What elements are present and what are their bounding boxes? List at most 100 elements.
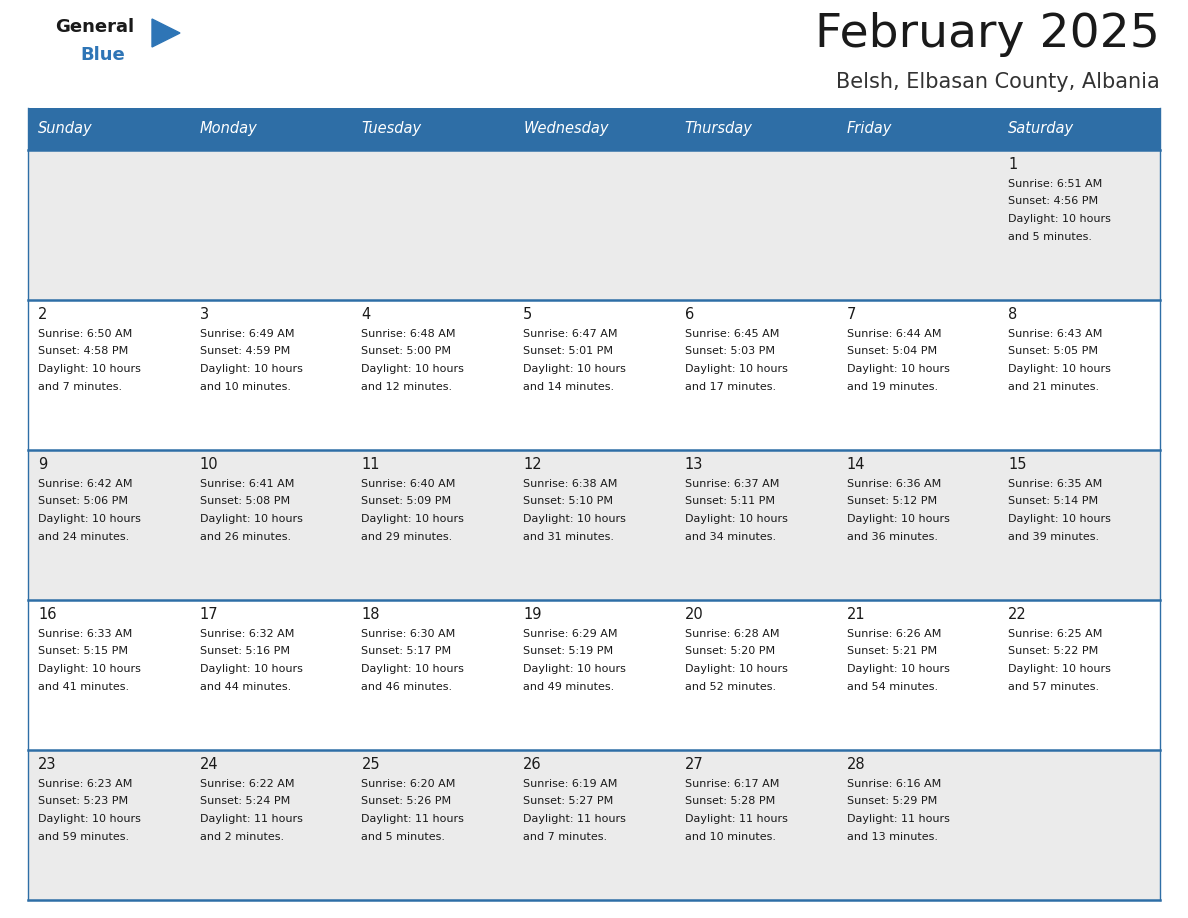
Text: Sunset: 5:19 PM: Sunset: 5:19 PM <box>523 646 613 656</box>
Text: Sunset: 5:04 PM: Sunset: 5:04 PM <box>847 346 936 356</box>
Text: and 7 minutes.: and 7 minutes. <box>38 382 122 391</box>
Text: Sunset: 5:17 PM: Sunset: 5:17 PM <box>361 646 451 656</box>
Bar <box>352 108 513 150</box>
Text: Sunset: 5:26 PM: Sunset: 5:26 PM <box>361 797 451 807</box>
Text: Daylight: 10 hours: Daylight: 10 hours <box>684 514 788 524</box>
Text: 3: 3 <box>200 307 209 322</box>
Text: Sunset: 5:14 PM: Sunset: 5:14 PM <box>1009 497 1099 507</box>
Text: Daylight: 10 hours: Daylight: 10 hours <box>523 514 626 524</box>
Bar <box>29 300 1159 450</box>
Text: 10: 10 <box>200 457 219 472</box>
Text: Daylight: 10 hours: Daylight: 10 hours <box>38 814 141 824</box>
Text: 15: 15 <box>1009 457 1026 472</box>
Text: Sunset: 5:22 PM: Sunset: 5:22 PM <box>1009 646 1099 656</box>
Text: and 26 minutes.: and 26 minutes. <box>200 532 291 542</box>
Text: Monday: Monday <box>200 121 258 137</box>
Text: 4: 4 <box>361 307 371 322</box>
Text: Daylight: 10 hours: Daylight: 10 hours <box>38 664 141 674</box>
Bar <box>675 108 836 150</box>
Text: and 34 minutes.: and 34 minutes. <box>684 532 776 542</box>
Text: Sunrise: 6:40 AM: Sunrise: 6:40 AM <box>361 479 456 489</box>
Bar <box>29 150 1159 300</box>
Text: Wednesday: Wednesday <box>523 121 608 137</box>
Text: Sunset: 5:00 PM: Sunset: 5:00 PM <box>361 346 451 356</box>
Polygon shape <box>152 19 181 47</box>
Text: Daylight: 10 hours: Daylight: 10 hours <box>1009 664 1111 674</box>
Text: 22: 22 <box>1009 607 1028 622</box>
Text: Sunset: 5:01 PM: Sunset: 5:01 PM <box>523 346 613 356</box>
Bar <box>836 108 998 150</box>
Text: 14: 14 <box>847 457 865 472</box>
Text: Daylight: 10 hours: Daylight: 10 hours <box>847 664 949 674</box>
Text: and 5 minutes.: and 5 minutes. <box>1009 231 1092 241</box>
Text: Daylight: 10 hours: Daylight: 10 hours <box>38 364 141 374</box>
Text: Sunset: 5:08 PM: Sunset: 5:08 PM <box>200 497 290 507</box>
Text: Sunrise: 6:16 AM: Sunrise: 6:16 AM <box>847 779 941 789</box>
Text: Sunrise: 6:33 AM: Sunrise: 6:33 AM <box>38 629 132 639</box>
Text: Sunrise: 6:36 AM: Sunrise: 6:36 AM <box>847 479 941 489</box>
Bar <box>190 108 352 150</box>
Text: and 39 minutes.: and 39 minutes. <box>1009 532 1099 542</box>
Text: Daylight: 10 hours: Daylight: 10 hours <box>361 364 465 374</box>
Bar <box>29 108 190 150</box>
Text: Daylight: 10 hours: Daylight: 10 hours <box>1009 514 1111 524</box>
Text: Sunrise: 6:17 AM: Sunrise: 6:17 AM <box>684 779 779 789</box>
Bar <box>29 750 1159 900</box>
Text: Sunrise: 6:22 AM: Sunrise: 6:22 AM <box>200 779 295 789</box>
Text: Sunrise: 6:25 AM: Sunrise: 6:25 AM <box>1009 629 1102 639</box>
Text: Sunrise: 6:29 AM: Sunrise: 6:29 AM <box>523 629 618 639</box>
Text: Sunrise: 6:20 AM: Sunrise: 6:20 AM <box>361 779 456 789</box>
Text: 7: 7 <box>847 307 855 322</box>
Bar <box>998 108 1159 150</box>
Text: Sunset: 5:28 PM: Sunset: 5:28 PM <box>684 797 775 807</box>
Text: Daylight: 11 hours: Daylight: 11 hours <box>361 814 465 824</box>
Text: Sunrise: 6:37 AM: Sunrise: 6:37 AM <box>684 479 779 489</box>
Text: and 17 minutes.: and 17 minutes. <box>684 382 776 391</box>
Text: Tuesday: Tuesday <box>361 121 422 137</box>
Text: and 24 minutes.: and 24 minutes. <box>38 532 129 542</box>
Text: Sunrise: 6:28 AM: Sunrise: 6:28 AM <box>684 629 779 639</box>
Text: 20: 20 <box>684 607 703 622</box>
Text: and 57 minutes.: and 57 minutes. <box>1009 681 1099 691</box>
Text: Daylight: 10 hours: Daylight: 10 hours <box>1009 364 1111 374</box>
Text: Sunset: 4:59 PM: Sunset: 4:59 PM <box>200 346 290 356</box>
Text: Blue: Blue <box>80 46 125 64</box>
Text: and 44 minutes.: and 44 minutes. <box>200 681 291 691</box>
Text: Daylight: 10 hours: Daylight: 10 hours <box>200 364 303 374</box>
Text: Daylight: 10 hours: Daylight: 10 hours <box>38 514 141 524</box>
Text: Sunrise: 6:43 AM: Sunrise: 6:43 AM <box>1009 329 1102 339</box>
Text: 25: 25 <box>361 757 380 772</box>
Text: Sunset: 5:21 PM: Sunset: 5:21 PM <box>847 646 936 656</box>
Text: Sunrise: 6:50 AM: Sunrise: 6:50 AM <box>38 329 132 339</box>
Text: Daylight: 10 hours: Daylight: 10 hours <box>847 364 949 374</box>
Text: Sunrise: 6:45 AM: Sunrise: 6:45 AM <box>684 329 779 339</box>
Text: 9: 9 <box>38 457 48 472</box>
Text: Sunday: Sunday <box>38 121 93 137</box>
Text: Sunrise: 6:38 AM: Sunrise: 6:38 AM <box>523 479 618 489</box>
Text: General: General <box>55 18 134 36</box>
Text: Sunset: 5:20 PM: Sunset: 5:20 PM <box>684 646 775 656</box>
Text: and 31 minutes.: and 31 minutes. <box>523 532 614 542</box>
Text: 18: 18 <box>361 607 380 622</box>
Text: Thursday: Thursday <box>684 121 753 137</box>
Text: 12: 12 <box>523 457 542 472</box>
Text: 21: 21 <box>847 607 865 622</box>
Text: Daylight: 10 hours: Daylight: 10 hours <box>847 514 949 524</box>
Text: Sunset: 5:05 PM: Sunset: 5:05 PM <box>1009 346 1098 356</box>
Bar <box>29 450 1159 600</box>
Text: Sunset: 5:12 PM: Sunset: 5:12 PM <box>847 497 936 507</box>
Text: Sunset: 5:06 PM: Sunset: 5:06 PM <box>38 497 128 507</box>
Text: and 10 minutes.: and 10 minutes. <box>684 832 776 842</box>
Bar <box>513 108 675 150</box>
Text: and 52 minutes.: and 52 minutes. <box>684 681 776 691</box>
Text: and 14 minutes.: and 14 minutes. <box>523 382 614 391</box>
Text: Sunset: 4:56 PM: Sunset: 4:56 PM <box>1009 196 1099 207</box>
Text: Sunrise: 6:41 AM: Sunrise: 6:41 AM <box>200 479 295 489</box>
Text: Sunset: 5:15 PM: Sunset: 5:15 PM <box>38 646 128 656</box>
Text: 19: 19 <box>523 607 542 622</box>
Text: Daylight: 11 hours: Daylight: 11 hours <box>200 814 303 824</box>
Bar <box>29 600 1159 750</box>
Text: 17: 17 <box>200 607 219 622</box>
Text: 11: 11 <box>361 457 380 472</box>
Text: Daylight: 10 hours: Daylight: 10 hours <box>200 514 303 524</box>
